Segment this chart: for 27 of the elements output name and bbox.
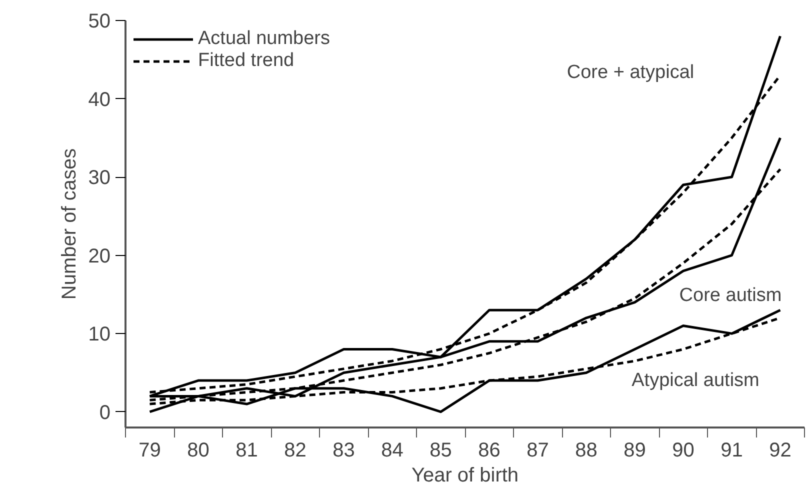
- y-tick-label: 30: [88, 167, 111, 190]
- x-tick-label: 85: [430, 440, 452, 462]
- x-tick-label: 92: [769, 440, 792, 462]
- y-tick-label: 50: [88, 10, 111, 32]
- x-axis-title: Year of birth: [411, 464, 519, 486]
- x-tick-label: 81: [236, 440, 258, 462]
- x-tick-label: 82: [284, 440, 306, 462]
- y-tick-label: 40: [88, 88, 111, 111]
- annotation: Atypical autism: [632, 370, 760, 391]
- legend-label: Actual numbers: [198, 28, 330, 50]
- x-tick-label: 91: [720, 440, 743, 462]
- y-tick-label: 20: [88, 245, 111, 268]
- y-axis-title: Number of cases: [58, 148, 80, 300]
- x-tick-label: 79: [138, 440, 161, 462]
- x-tick-label: 86: [478, 440, 500, 462]
- x-tick-label: 89: [624, 440, 646, 462]
- x-tick-label: 80: [187, 440, 210, 462]
- y-tick-label: 10: [88, 324, 111, 346]
- x-tick-label: 87: [526, 440, 549, 462]
- legend-label: Fitted trend: [198, 50, 294, 72]
- annotation: Core + atypical: [566, 62, 694, 83]
- x-tick-label: 83: [332, 440, 355, 462]
- y-tick-label: 0: [99, 402, 110, 424]
- x-tick-label: 84: [381, 440, 404, 462]
- annotation: Core autism: [679, 285, 782, 306]
- x-tick-label: 88: [575, 440, 598, 462]
- x-tick-label: 90: [672, 440, 694, 462]
